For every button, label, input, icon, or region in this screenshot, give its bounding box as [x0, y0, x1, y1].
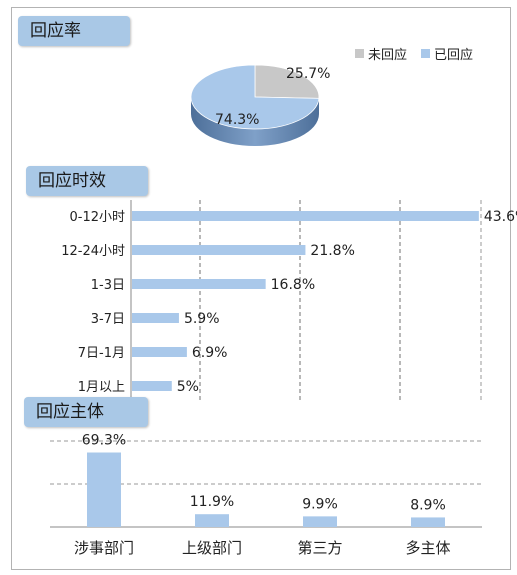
- response-subject-bar-chart: 69.3% 涉事部门 11.9% 上级部门 9.9% 第三方 8.9% 多主体: [50, 433, 482, 557]
- category-label: 多主体: [405, 539, 450, 557]
- data-label: 5%: [177, 379, 199, 395]
- data-label: 16.8%: [271, 277, 315, 293]
- data-label: 69.3%: [82, 433, 126, 449]
- bar: [132, 381, 172, 391]
- data-label: 8.9%: [410, 497, 446, 513]
- legend-swatch-unanswered: [355, 49, 364, 58]
- data-label: 5.9%: [184, 311, 220, 327]
- pie-chart: 25.7% 74.3%: [190, 64, 330, 146]
- category-label: 涉事部门: [74, 539, 134, 557]
- legend-label-unanswered: 未回应: [368, 48, 408, 63]
- pie-side-wall: [191, 97, 319, 146]
- legend-item-unanswered: 未回应: [355, 44, 407, 63]
- category-label: 第三方: [297, 539, 342, 557]
- category-label: 1-3日: [91, 278, 125, 293]
- bar: [132, 245, 306, 255]
- response-time-bar-chart: 0-12小时 43.6% 12-24小时 21.8% 1-3日 16.8% 3-7日 5.9%…: [61, 200, 517, 400]
- category-label: 7日-1月: [78, 346, 125, 361]
- data-label: 21.8%: [310, 243, 354, 259]
- section-title-response-subject: 回应主体: [24, 397, 148, 427]
- bar: [87, 452, 121, 527]
- bar: [195, 514, 229, 527]
- pie-slice-unanswered: [254, 64, 320, 99]
- data-label: 9.9%: [302, 496, 338, 512]
- bar: [132, 211, 479, 221]
- bar: [411, 517, 445, 527]
- legend-swatch-answered: [421, 49, 431, 58]
- bar: [132, 279, 266, 289]
- pie-legend: 未回应 已回应: [355, 44, 473, 63]
- legend-item-answered: 已回应: [421, 44, 473, 63]
- section-title-response-rate: 回应率: [18, 16, 130, 46]
- category-label: 12-24小时: [61, 244, 125, 259]
- category-label: 0-12小时: [69, 210, 125, 225]
- section-title-response-time: 回应时效: [26, 166, 148, 196]
- category-label: 1月以上: [78, 380, 125, 395]
- bar: [132, 347, 187, 357]
- pie-label-unanswered: 25.7%: [286, 66, 330, 82]
- category-label: 上级部门: [182, 539, 242, 557]
- data-label: 11.9%: [190, 494, 234, 510]
- pie-slice-answered: [190, 64, 320, 130]
- bar: [303, 516, 337, 527]
- bar: [132, 313, 179, 323]
- category-label: 3-7日: [91, 312, 125, 327]
- data-label: 43.6%: [484, 209, 517, 225]
- data-label: 6.9%: [192, 345, 228, 361]
- pie-label-answered: 74.3%: [215, 112, 259, 128]
- legend-label-answered: 已回应: [434, 48, 474, 63]
